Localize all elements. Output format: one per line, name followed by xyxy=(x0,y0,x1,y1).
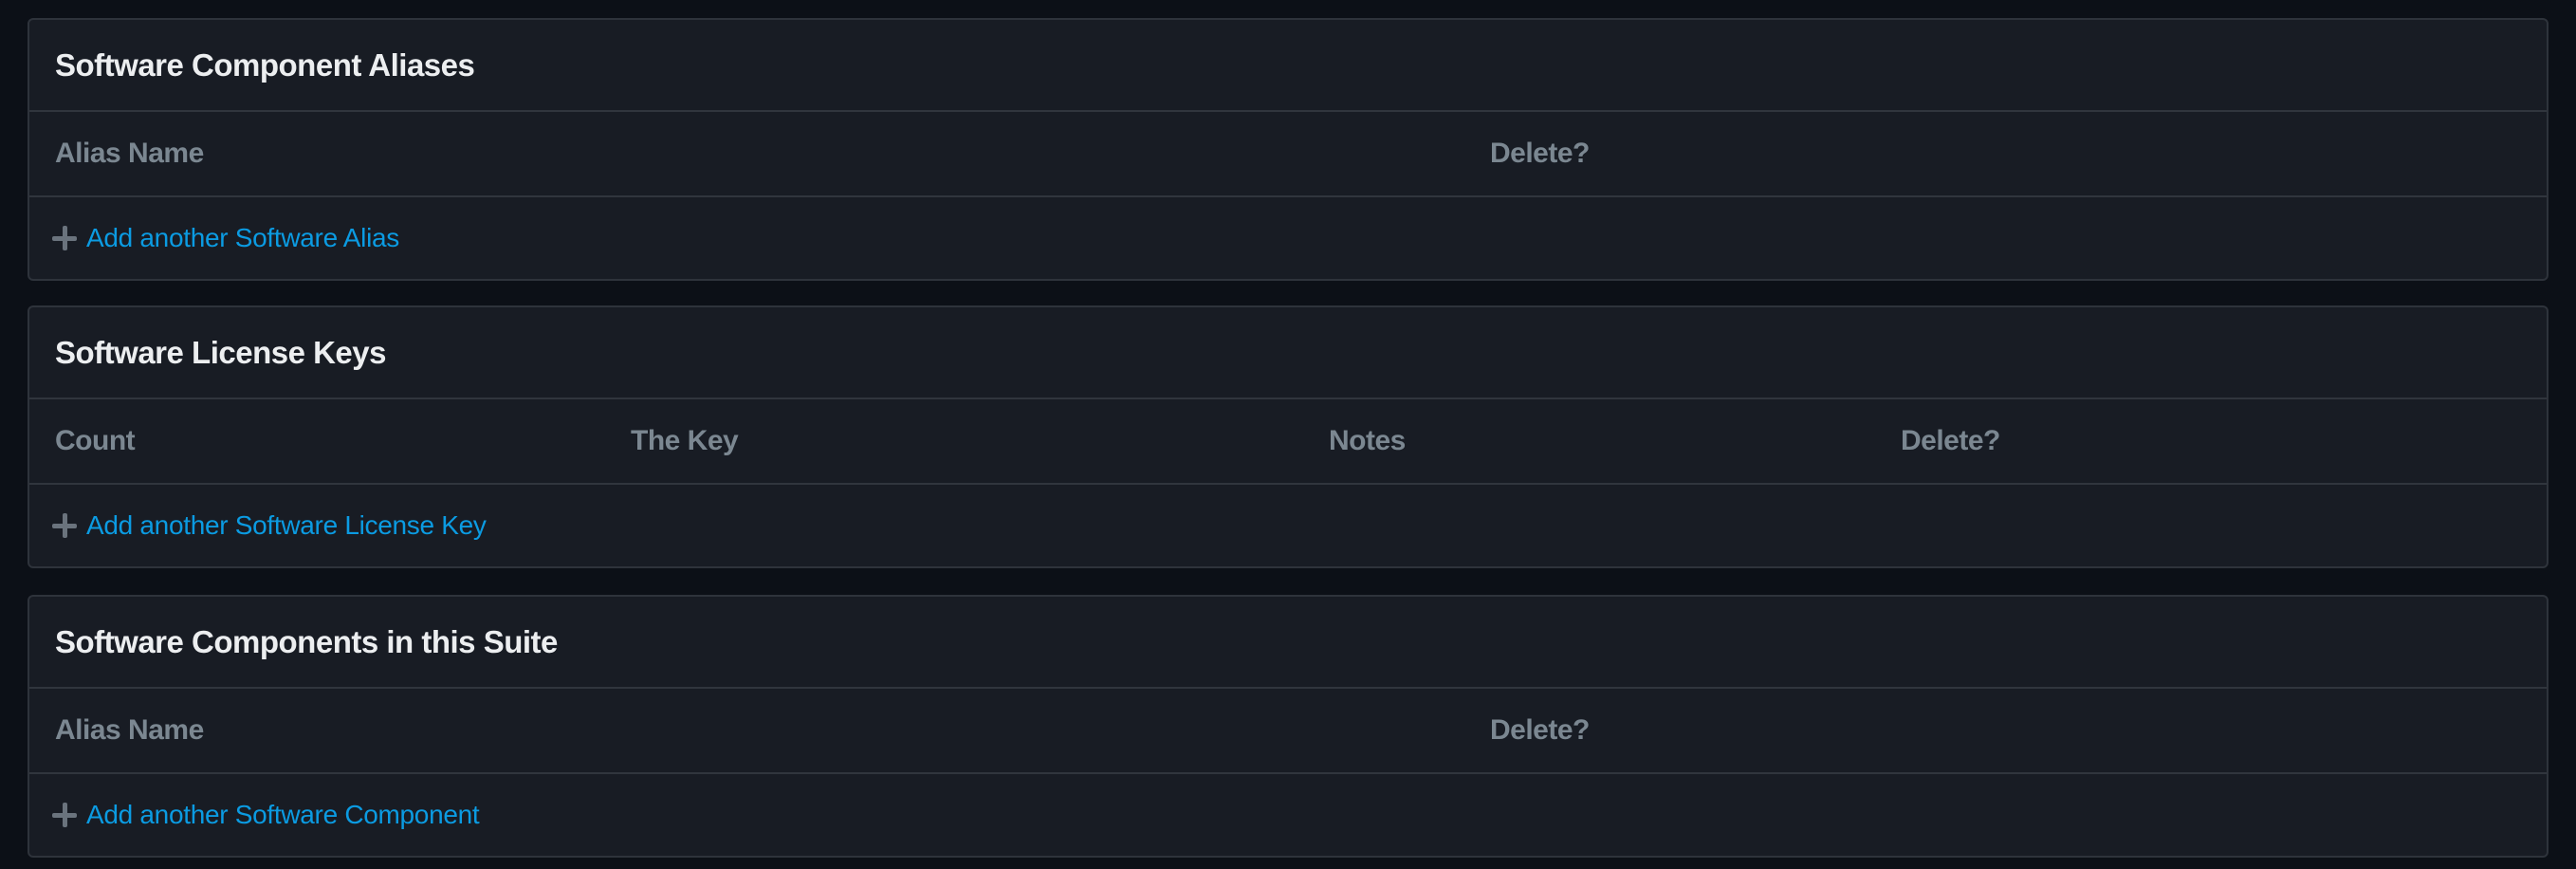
column-header-row: Count The Key Notes Delete? xyxy=(29,399,2547,485)
add-license-key-link[interactable]: Add another Software License Key xyxy=(86,510,487,540)
column-delete: Delete? xyxy=(1490,714,1590,746)
column-delete: Delete? xyxy=(1490,138,1590,169)
add-software-alias-link[interactable]: Add another Software Alias xyxy=(86,223,399,252)
panel-title: Software Component Aliases xyxy=(29,20,2547,112)
aliases-panel: Software Component Aliases Alias Name De… xyxy=(28,18,2548,281)
components-panel: Software Components in this Suite Alias … xyxy=(28,595,2548,858)
column-header-row: Alias Name Delete? xyxy=(29,112,2547,197)
add-software-component-link[interactable]: Add another Software Component xyxy=(86,800,480,829)
column-alias-name: Alias Name xyxy=(55,714,204,746)
plus-icon xyxy=(50,801,79,829)
add-row: Add another Software Alias xyxy=(29,197,2547,279)
column-the-key: The Key xyxy=(631,425,739,456)
panel-title: Software License Keys xyxy=(29,307,2547,399)
add-row: Add another Software License Key xyxy=(29,485,2547,566)
column-notes: Notes xyxy=(1329,425,1406,456)
panel-title: Software Components in this Suite xyxy=(29,597,2547,689)
column-count: Count xyxy=(55,425,136,456)
plus-icon xyxy=(50,511,79,540)
column-alias-name: Alias Name xyxy=(55,138,204,169)
add-row: Add another Software Component xyxy=(29,774,2547,856)
column-delete: Delete? xyxy=(1901,425,2000,456)
license-keys-panel: Software License Keys Count The Key Note… xyxy=(28,305,2548,568)
plus-icon xyxy=(50,224,79,252)
column-header-row: Alias Name Delete? xyxy=(29,689,2547,774)
